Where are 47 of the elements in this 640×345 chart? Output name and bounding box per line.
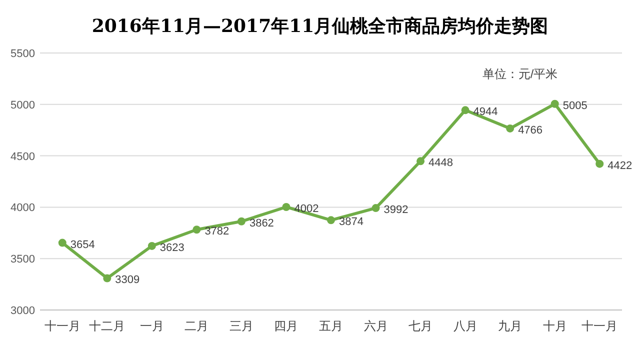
point	[58, 238, 66, 247]
x-tick-label: 十二月	[89, 319, 126, 333]
point	[192, 226, 201, 234]
x-tick-label: 六月	[364, 319, 388, 333]
y-tick-label: 5500	[10, 48, 35, 60]
y-tick-label: 4500	[10, 150, 35, 163]
point	[461, 106, 470, 114]
point	[596, 160, 604, 168]
data-label: 3782	[204, 226, 230, 238]
chart-title: 2016年11月—2017年11月仙桃全市商品房均价走势图	[92, 16, 548, 37]
x-tick-label: 五月	[319, 319, 343, 333]
x-tick-label: 四月	[274, 319, 298, 333]
point	[372, 204, 380, 212]
point	[103, 274, 112, 282]
data-label: 4422	[608, 160, 632, 172]
data-label: 4002	[294, 202, 319, 215]
y-tick-label: 3000	[10, 305, 35, 317]
data-label: 3874	[339, 216, 364, 228]
x-tick-label: 九月	[498, 319, 522, 333]
point	[550, 100, 559, 108]
point	[237, 217, 246, 226]
data-label: 3623	[160, 242, 184, 254]
data-label: 3654	[70, 238, 95, 251]
x-tick-label: 三月	[229, 319, 254, 333]
data-label: 4448	[428, 157, 454, 170]
x-tick-label: 一月	[140, 319, 164, 333]
x-tick-label: 八月	[453, 319, 478, 333]
x-tick-label: 二月	[184, 319, 209, 333]
point	[148, 242, 156, 250]
data-label: 3862	[249, 217, 274, 230]
annotation: 单位：元/平米	[482, 67, 558, 81]
data-label: 4766	[518, 124, 543, 136]
y-tick-label: 3500	[10, 254, 35, 266]
point	[416, 157, 425, 166]
y-tick-label: 5000	[10, 99, 35, 112]
data-label: 5005	[562, 100, 588, 112]
x-tick-label: 十一月	[44, 319, 80, 333]
data-label: 3309	[115, 274, 140, 286]
data-label: 4944	[473, 106, 498, 118]
y-tick-label: 4000	[10, 202, 35, 214]
point	[282, 202, 290, 211]
point	[506, 124, 514, 132]
data-label: 3992	[384, 204, 408, 216]
x-tick-label: 十月	[542, 319, 567, 333]
x-tick-label: 十一月	[582, 319, 618, 333]
point	[327, 216, 335, 224]
x-tick-label: 七月	[408, 319, 433, 333]
